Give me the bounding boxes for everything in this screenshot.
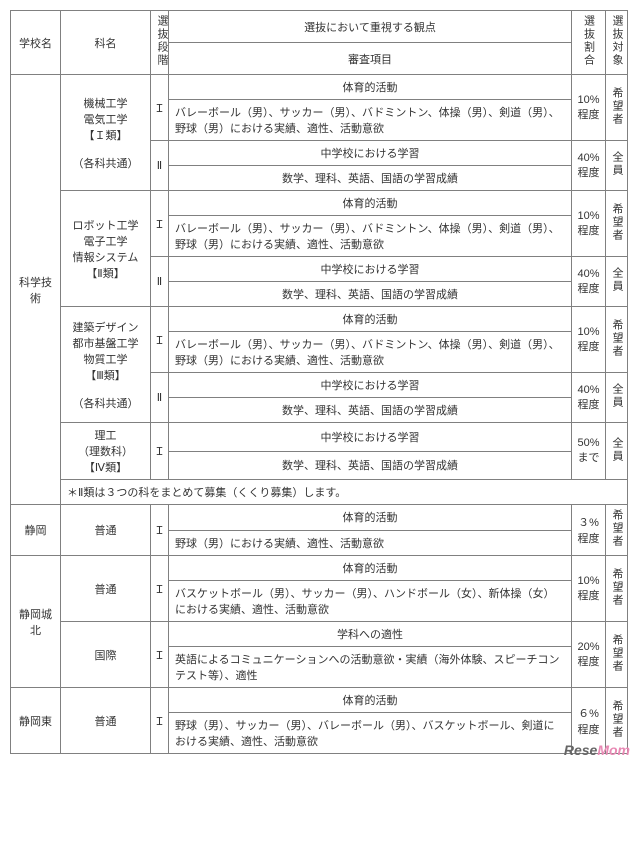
cell: バレーボール（男）、サッカー（男）、バドミントン、体操（男）、剣道（男）、野球（… xyxy=(169,216,572,257)
cell: 中学校における学習 xyxy=(169,373,572,398)
stage: Ⅱ xyxy=(151,373,169,423)
dept-riko: 理工 （理数科） 【Ⅳ類】 xyxy=(61,423,151,480)
h-target: 選抜対象 xyxy=(606,11,628,75)
school-kagaku: 科学技術 xyxy=(11,75,61,505)
cell: バレーボール（男）、サッカー（男）、バドミントン、体操（男）、剣道（男）、野球（… xyxy=(169,332,572,373)
cell: 体育的活動 xyxy=(169,556,572,581)
h-items: 審査項目 xyxy=(169,43,572,75)
header-row-1: 学校名 科名 選抜段階 選抜において重視する観点 選抜割合 選抜対象 xyxy=(11,11,628,43)
dept-kenchiku: 建築デザイン 都市基盤工学 物質工学 【Ⅲ類】 （各科共通） xyxy=(61,307,151,423)
school-johoku: 静岡城北 xyxy=(11,556,61,688)
h-dept: 科名 xyxy=(61,11,151,75)
ratio: 10% 程度 xyxy=(572,307,606,373)
cell: 中学校における学習 xyxy=(169,141,572,166)
h-stage: 選抜段階 xyxy=(151,11,169,75)
cell: 数学、理科、英語、国語の学習成績 xyxy=(169,282,572,307)
cell: 体育的活動 xyxy=(169,191,572,216)
cell: バスケットボール（男）、サッカー（男）、ハンドボール（女）、新体操（女）における… xyxy=(169,581,572,622)
watermark: ReseMom xyxy=(564,742,630,758)
dept-kokusai: 国際 xyxy=(61,622,151,688)
cell: 中学校における学習 xyxy=(169,257,572,282)
cell: 野球（男）、サッカー（男）、バレーボール（男）、バスケットボール、剣道における実… xyxy=(169,713,572,754)
target: 全員 xyxy=(606,257,628,307)
dept-kikai: 機械工学 電気工学 【Ｉ類】 （各科共通） xyxy=(61,75,151,191)
target: 全員 xyxy=(606,373,628,423)
stage: Ｉ xyxy=(151,423,169,480)
stage: Ｉ xyxy=(151,556,169,622)
cell: 学科への適性 xyxy=(169,622,572,647)
cell: 数学、理科、英語、国語の学習成績 xyxy=(169,166,572,191)
cell: 中学校における学習 xyxy=(169,423,572,452)
ratio: 40% 程度 xyxy=(572,373,606,423)
ratio: 10% 程度 xyxy=(572,75,606,141)
ratio: 10% 程度 xyxy=(572,556,606,622)
ratio: 50% まで xyxy=(572,423,606,480)
h-viewpoint: 選抜において重視する観点 xyxy=(169,11,572,43)
cell: 英語によるコミュニケーションへの活動意欲・実績（海外体験、スピーチコンテスト等）… xyxy=(169,647,572,688)
target: 希望者 xyxy=(606,191,628,257)
ratio: 10% 程度 xyxy=(572,191,606,257)
stage: Ⅱ xyxy=(151,141,169,191)
target: 希望者 xyxy=(606,75,628,141)
school-higashi: 静岡東 xyxy=(11,688,61,754)
target: 希望者 xyxy=(606,622,628,688)
school-shizuoka: 静岡 xyxy=(11,505,61,556)
watermark-m: Mom xyxy=(597,742,630,758)
stage: Ｉ xyxy=(151,505,169,556)
ratio: 40% 程度 xyxy=(572,141,606,191)
ratio: 40% 程度 xyxy=(572,257,606,307)
target: 全員 xyxy=(606,423,628,480)
stage: Ｉ xyxy=(151,75,169,141)
h-school: 学校名 xyxy=(11,11,61,75)
target: 希望者 xyxy=(606,307,628,373)
watermark-r: Rese xyxy=(564,742,597,758)
stage: Ｉ xyxy=(151,307,169,373)
target: 希望者 xyxy=(606,556,628,622)
cell: 体育的活動 xyxy=(169,75,572,100)
cell: 野球（男）における実績、適性、活動意欲 xyxy=(169,530,572,556)
selection-table: 学校名 科名 選抜段階 選抜において重視する観点 選抜割合 選抜対象 審査項目 … xyxy=(10,10,628,754)
dept-futsu: 普通 xyxy=(61,556,151,622)
stage: Ⅱ xyxy=(151,257,169,307)
cell: 数学、理科、英語、国語の学習成績 xyxy=(169,451,572,480)
cell: バレーボール（男）、サッカー（男）、バドミントン、体操（男）、剣道（男）、野球（… xyxy=(169,100,572,141)
target: 希望者 xyxy=(606,505,628,556)
stage: Ｉ xyxy=(151,622,169,688)
stage: Ｉ xyxy=(151,191,169,257)
ratio: 20% 程度 xyxy=(572,622,606,688)
note-row: ＊Ⅱ類は３つの科をまとめて募集（くくり募集）します。 xyxy=(61,480,628,505)
stage: Ｉ xyxy=(151,688,169,754)
target: 全員 xyxy=(606,141,628,191)
cell: 体育的活動 xyxy=(169,505,572,531)
dept-robot: ロボット工学 電子工学 情報システム 【Ⅱ類】 xyxy=(61,191,151,307)
dept-futsu: 普通 xyxy=(61,505,151,556)
cell: 体育的活動 xyxy=(169,688,572,713)
cell: 体育的活動 xyxy=(169,307,572,332)
h-ratio: 選抜割合 xyxy=(572,11,606,75)
cell: 数学、理科、英語、国語の学習成績 xyxy=(169,398,572,423)
dept-futsu: 普通 xyxy=(61,688,151,754)
ratio: ３% 程度 xyxy=(572,505,606,556)
